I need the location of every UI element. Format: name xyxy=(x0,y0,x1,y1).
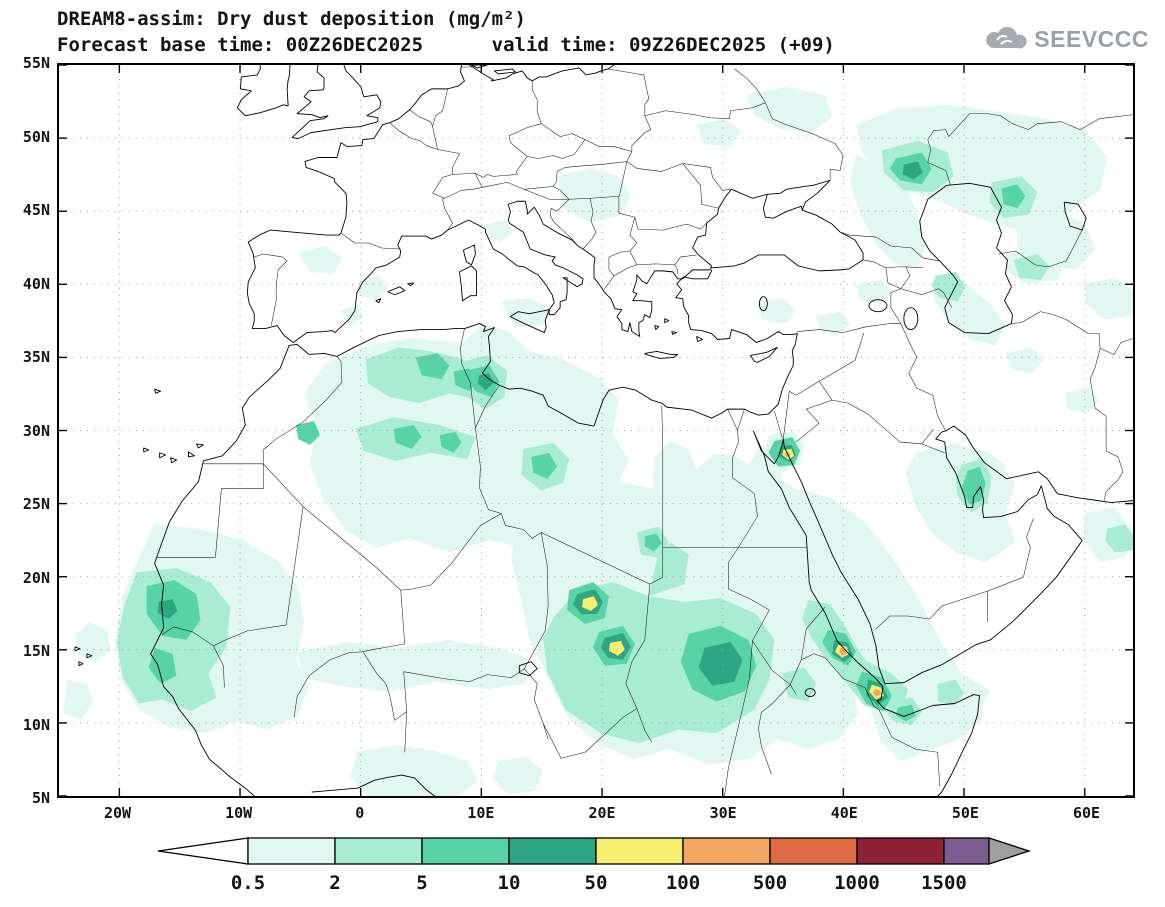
lake-urmia xyxy=(903,307,919,330)
legend-cell xyxy=(508,837,597,865)
coast-red-sea-arabia xyxy=(752,425,1133,796)
legend-cell xyxy=(682,837,771,865)
lon-label: 60E xyxy=(1073,804,1101,822)
coast-africa-west xyxy=(150,345,436,796)
lon-label: 10W xyxy=(225,804,253,822)
lat-label: 55N xyxy=(22,54,50,72)
logo-text: SEEVCCC xyxy=(1034,25,1149,52)
lat-label: 35N xyxy=(22,348,50,366)
legend-value: 500 xyxy=(753,872,787,894)
legend-value: 100 xyxy=(666,872,700,894)
chart-subtitle: Forecast base time: 00Z26DEC2025 valid t… xyxy=(57,34,835,56)
legend-cell xyxy=(334,837,423,865)
legend-cell xyxy=(856,837,945,865)
legend-arrow-left xyxy=(157,837,249,865)
dust-fill-0.5-2 xyxy=(62,86,1133,796)
lake-tana xyxy=(804,688,816,697)
colorbar: 0.5 2 5 10 50 100 500 1000 1500 xyxy=(157,837,1032,894)
lon-label: 0 xyxy=(355,804,365,822)
color-scale-legend: 0.5 2 5 10 50 100 500 1000 1500 xyxy=(157,836,1038,900)
legend-value: 1500 xyxy=(921,872,967,894)
legend-value: 0.5 xyxy=(231,872,265,894)
legend-cell xyxy=(595,837,684,865)
coast-baltic xyxy=(469,65,615,82)
legend-cell xyxy=(421,837,510,865)
chart-title: DREAM8-assim: Dry dust deposition (mg/m²… xyxy=(57,8,526,30)
lon-label: 20W xyxy=(104,804,132,822)
coast-mediterranean-europe xyxy=(295,200,711,341)
coastlines xyxy=(74,65,1133,796)
lon-label: 40E xyxy=(830,804,858,822)
lake-van xyxy=(868,299,888,313)
coast-iberia-france-northsea xyxy=(246,65,465,343)
borders-middle-east xyxy=(774,231,1034,630)
lat-label: 25N xyxy=(22,495,50,513)
lon-label: 30E xyxy=(709,804,737,822)
lat-label: 45N xyxy=(22,201,50,219)
borders-asia xyxy=(927,113,1133,501)
coast-islands xyxy=(74,244,778,677)
dust-deposition-fills xyxy=(62,86,1133,796)
lat-label: 30N xyxy=(22,421,50,440)
lat-label: 15N xyxy=(22,642,50,660)
lat-label: 5N xyxy=(31,789,50,807)
legend-value: 2 xyxy=(329,872,340,894)
forecast-map xyxy=(59,65,1133,796)
nile-river xyxy=(724,409,797,796)
coast-black-sea xyxy=(692,179,864,272)
legend-cell xyxy=(247,837,336,865)
lat-label: 20N xyxy=(22,568,50,587)
country-borders xyxy=(156,66,1133,787)
borders-europe xyxy=(254,66,844,326)
lon-label: 10E xyxy=(467,804,495,822)
lat-label: 50N xyxy=(22,127,50,146)
legend-cell-overflow xyxy=(943,837,990,865)
legend-value: 50 xyxy=(585,872,608,894)
grid-lines xyxy=(59,65,1133,796)
coast-british-isles xyxy=(236,65,382,140)
lake-tuz xyxy=(758,296,768,312)
lon-label: 20E xyxy=(588,804,616,822)
map-frame xyxy=(57,63,1135,798)
lat-label: 10N xyxy=(22,715,50,734)
dust-fill-2-5 xyxy=(116,140,1133,744)
coast-africa-mediterranean xyxy=(288,268,798,427)
legend-arrow-right xyxy=(988,837,1032,865)
borders-africa xyxy=(156,328,940,787)
legend-value: 1000 xyxy=(834,872,880,894)
cloud-icon xyxy=(986,26,1027,49)
lat-label: 40N xyxy=(22,274,50,293)
legend-value: 5 xyxy=(416,872,427,894)
seevccc-logo: SEEVCCC xyxy=(982,24,1149,54)
lon-label: 50E xyxy=(951,804,979,822)
legend-cell xyxy=(769,837,858,865)
legend-value: 10 xyxy=(498,872,521,894)
